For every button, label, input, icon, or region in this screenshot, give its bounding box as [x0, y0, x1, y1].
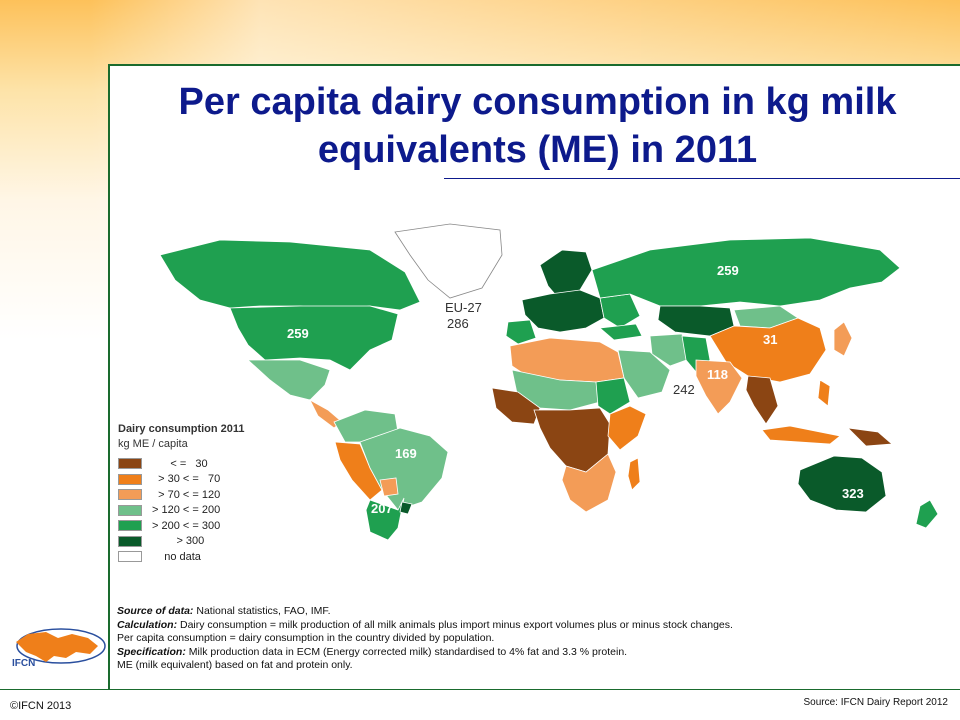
legend-label: no data: [152, 550, 201, 563]
note-calc-text: Dairy consumption = milk production of a…: [177, 618, 733, 631]
note-calculation-2: Per capita consumption = dairy consumpti…: [117, 632, 495, 645]
region-usa: [229, 305, 399, 371]
region-philippines: [817, 379, 831, 407]
copyright: ©IFCN 2013: [10, 700, 72, 712]
legend-swatch: [118, 473, 142, 485]
region-argentina: [365, 497, 405, 540]
legend-label: > 200 < = 300: [152, 519, 221, 532]
region-west-africa: [491, 387, 541, 425]
legend-label: > 300: [152, 535, 205, 548]
region-uruguay: [399, 501, 413, 515]
note-calculation: Calculation: Dairy consumption = milk pr…: [117, 619, 877, 633]
pakistan-value: 242: [673, 382, 695, 397]
logo-text: IFCN: [12, 658, 36, 669]
region-japan: [833, 321, 853, 357]
region-andes: [334, 441, 383, 501]
legend-swatch: [118, 458, 142, 470]
note-specification: Specification: Milk production data in E…: [117, 646, 877, 660]
legend-swatch: [118, 551, 142, 563]
legend-row: < = 30: [118, 456, 288, 472]
china-value: 31: [763, 332, 778, 347]
source-notes: Source of data: National statistics, FAO…: [117, 605, 877, 673]
legend-label: > 120 < = 200: [152, 504, 221, 517]
eu27-value: 286: [447, 316, 469, 331]
legend-swatch: [118, 504, 142, 516]
region-madagascar: [627, 457, 641, 491]
region-china: [709, 317, 827, 383]
brazil-value: 169: [395, 446, 417, 461]
note-source: Source of data: National statistics, FAO…: [117, 605, 877, 619]
region-sudan: [595, 377, 631, 415]
region-greenland: [394, 223, 503, 299]
legend-title: Dairy consumption 2011: [118, 423, 245, 435]
region-eu27: [521, 289, 605, 333]
map-legend: Dairy consumption 2011 kg ME / capita < …: [118, 422, 288, 565]
footer-divider: [0, 689, 960, 690]
argentina-value: 207: [371, 501, 393, 516]
legend-rows: < = 30 > 30 < = 70 > 70 < = 120 > 120 < =…: [118, 456, 288, 565]
region-mexico: [246, 359, 331, 401]
legend-row: > 120 < = 200: [118, 503, 288, 519]
region-southern-africa: [561, 453, 617, 513]
legend-unit: kg ME / capita: [118, 438, 188, 450]
slide-title: Per capita dairy consumption in kg milk …: [178, 81, 897, 171]
india-value: 118: [707, 367, 728, 382]
legend-row: no data: [118, 549, 288, 565]
region-turkey: [599, 323, 643, 341]
source-credit: Source: IFCN Dairy Report 2012: [803, 697, 948, 708]
region-russia: [591, 237, 901, 307]
region-australia: [797, 455, 887, 513]
legend-swatch: [118, 520, 142, 532]
note-source-text: National statistics, FAO, IMF.: [193, 605, 331, 617]
legend-swatch: [118, 489, 142, 501]
title-underline: [444, 178, 960, 179]
region-scandinavia: [539, 249, 593, 301]
legend-label: > 70 < = 120: [152, 488, 221, 501]
region-indonesia: [761, 425, 841, 445]
region-india: [695, 359, 743, 415]
north-america-value: 259: [287, 326, 309, 341]
legend-label: < = 30: [152, 457, 208, 470]
eu27-label: EU-27: [445, 300, 482, 315]
legend-row: > 70 < = 120: [118, 487, 288, 503]
region-paraguay: [379, 477, 399, 497]
region-iberia: [505, 319, 537, 345]
note-calc-label: Calculation:: [117, 618, 178, 631]
note-spec-text: Milk production data in ECM (Energy corr…: [185, 645, 628, 658]
region-new-zealand: [915, 499, 939, 529]
world-map: [159, 223, 939, 540]
legend-swatch: [118, 535, 142, 547]
region-se-asia: [745, 375, 779, 425]
region-iran: [649, 333, 693, 367]
legend-row: > 30 < = 70: [118, 472, 288, 488]
region-east-africa: [607, 405, 647, 451]
region-canada: [159, 239, 421, 311]
legend-label: > 30 < = 70: [152, 473, 221, 486]
logo-orbit: [16, 628, 106, 664]
region-new-guinea: [846, 427, 893, 447]
australia-value: 323: [842, 486, 864, 501]
note-specification-2: ME (milk equivalent) based on fat and pr…: [117, 659, 353, 672]
legend-row: > 200 < = 300: [118, 518, 288, 534]
ifcn-logo: [16, 628, 106, 664]
russia-value: 259: [717, 263, 739, 278]
note-source-label: Source of data:: [117, 605, 194, 617]
logo-globe-map: [16, 632, 98, 662]
region-eastern-europe: [599, 293, 641, 329]
note-spec-label: Specification:: [117, 645, 186, 658]
legend-row: > 300: [118, 534, 288, 550]
